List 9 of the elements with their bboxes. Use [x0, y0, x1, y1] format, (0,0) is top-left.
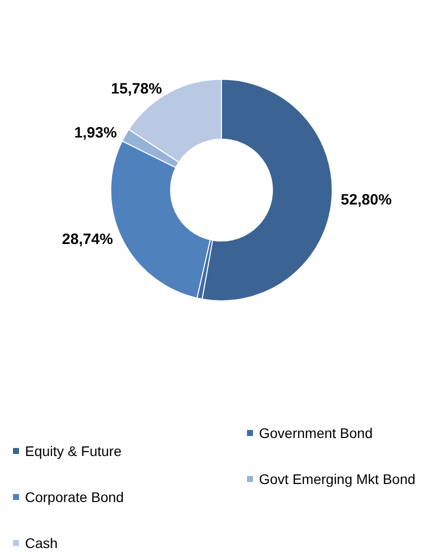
data-label: 52,80%: [340, 192, 392, 209]
data-label: 1,93%: [74, 124, 117, 142]
legend-label: Govt Emerging Mkt Bond: [259, 471, 416, 487]
legend-label: Corporate Bond: [25, 489, 124, 505]
data-label: 28,74%: [62, 230, 113, 248]
legend-label: Cash: [25, 535, 58, 551]
data-label: 15,78%: [111, 80, 162, 98]
legend-label: Equity & Future: [25, 443, 122, 459]
legend-label: Government Bond: [259, 425, 373, 441]
